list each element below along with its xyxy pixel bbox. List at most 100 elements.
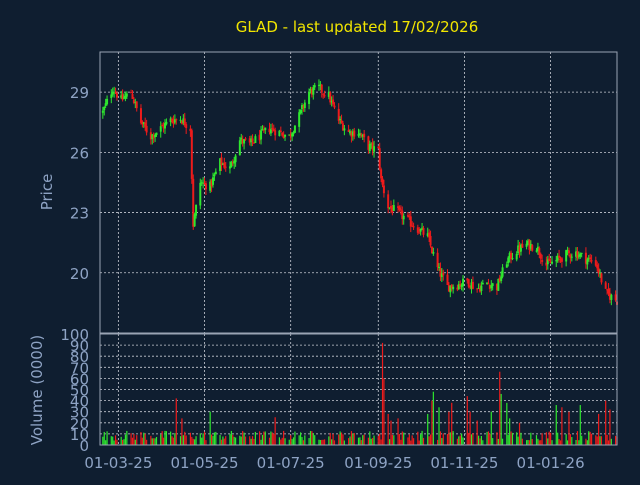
candle-body	[141, 121, 144, 125]
candle-body	[274, 130, 277, 136]
candle-body	[172, 121, 175, 124]
candle-body	[220, 157, 223, 166]
candle-body	[576, 251, 579, 258]
candle-body	[450, 284, 453, 289]
candle-body	[327, 92, 330, 97]
candle-body	[430, 246, 433, 254]
candle-body	[607, 288, 610, 294]
candle-body	[391, 207, 394, 213]
price-tick-label: 26	[70, 144, 89, 162]
price-grid	[100, 52, 617, 333]
candle-body	[278, 130, 281, 137]
candle-body	[596, 264, 599, 269]
candle-body	[293, 125, 296, 133]
candle-body	[281, 132, 284, 136]
candle-body	[145, 125, 148, 133]
candle-body	[173, 119, 176, 123]
candle-body	[440, 273, 443, 277]
candle-body	[511, 258, 514, 260]
price-tick-labels: 20 23 26 29	[70, 84, 89, 283]
candle-body	[134, 102, 137, 104]
volume-tick-label: 60	[70, 370, 89, 388]
price-axis-label: Price	[38, 174, 56, 211]
candle-body	[203, 182, 206, 184]
candle-body	[541, 260, 544, 262]
candle-body	[545, 262, 548, 266]
volume-tick-label: 50	[70, 382, 89, 400]
candle-body	[320, 84, 323, 93]
candle-body	[569, 254, 572, 258]
candle-body	[200, 182, 203, 184]
candle-body	[367, 136, 370, 150]
candle-body	[575, 251, 578, 257]
candle-body	[477, 287, 480, 289]
candle-body	[319, 84, 322, 87]
date-tick-label: 01-09-25	[344, 454, 412, 472]
candle-body	[409, 216, 412, 227]
candle-body	[377, 146, 380, 148]
candle-body	[124, 95, 127, 99]
candle-body	[250, 138, 253, 143]
candle-body	[291, 133, 294, 137]
candle-body	[219, 158, 222, 171]
candle-body	[317, 84, 320, 86]
candle-body	[234, 155, 237, 163]
candle-body	[560, 258, 563, 262]
candle-body	[589, 257, 592, 259]
candle-body	[538, 248, 541, 256]
candle-body	[515, 253, 518, 260]
candle-body	[151, 134, 154, 139]
candle-body	[110, 94, 113, 99]
candle-body	[284, 134, 287, 137]
volume-tick-label: 100	[60, 326, 89, 344]
candle-body	[260, 130, 263, 140]
candle-body	[389, 205, 392, 209]
candle-body	[308, 91, 311, 104]
candle-body	[426, 233, 429, 236]
candle-body	[398, 207, 401, 210]
candle-body	[111, 92, 114, 95]
candle-body	[303, 102, 306, 109]
price-tick-label: 20	[70, 265, 89, 283]
candle-body	[221, 163, 224, 165]
candle-body	[498, 277, 501, 282]
candle-body	[486, 282, 489, 285]
candle-body	[548, 258, 551, 262]
candle-body	[261, 129, 264, 131]
volume-tick-label: 10	[70, 426, 89, 444]
candle-body	[101, 110, 104, 113]
candle-body	[212, 177, 215, 185]
candle-body	[300, 105, 303, 109]
candle-body	[368, 144, 371, 151]
candle-body	[358, 133, 361, 136]
candle-body	[204, 183, 207, 190]
candle-body	[144, 122, 147, 127]
candle-body	[490, 285, 493, 289]
candle-body	[579, 253, 582, 257]
candle-body	[380, 169, 383, 179]
candle-body	[462, 278, 465, 286]
candle-body	[252, 142, 255, 144]
candle-body	[258, 134, 261, 141]
candle-body	[363, 133, 366, 138]
candle-body	[282, 136, 285, 138]
candle-body	[199, 182, 202, 206]
candle-body	[333, 105, 336, 108]
candle-body	[131, 94, 134, 99]
candle-body	[193, 214, 196, 227]
candle-body	[416, 227, 419, 233]
candle-body	[351, 131, 354, 136]
candle-body	[371, 142, 374, 151]
candle-body	[292, 132, 295, 135]
candle-body	[130, 92, 133, 94]
candle-body	[495, 283, 498, 291]
candle-body	[528, 239, 531, 250]
candle-body	[521, 243, 524, 248]
candle-body	[525, 243, 528, 247]
candle-body	[115, 93, 118, 98]
candle-body	[223, 162, 226, 168]
candle-body	[500, 276, 503, 281]
candle-body	[442, 272, 445, 276]
candle-body	[104, 103, 107, 106]
candle-body	[323, 95, 326, 97]
